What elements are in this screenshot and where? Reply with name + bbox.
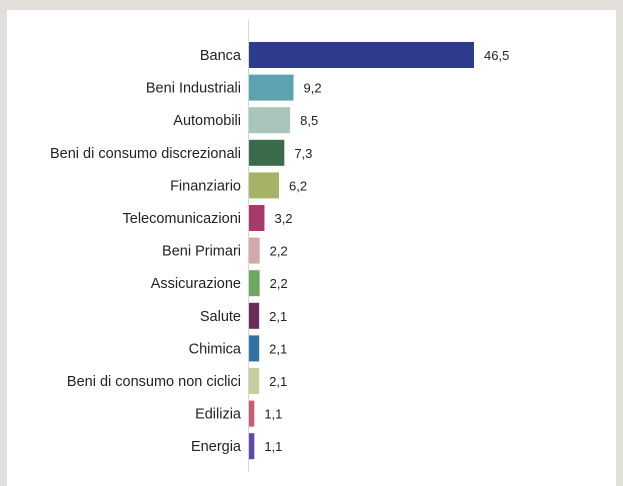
category-label-salute: Salute <box>200 309 241 325</box>
chart-panel <box>7 10 616 486</box>
category-label-banca: Banca <box>200 48 242 64</box>
value-label-finanziario: 6,2 <box>289 178 307 193</box>
category-label-beni-industriali: Beni Industriali <box>146 81 241 97</box>
bar-edilizia <box>249 400 255 427</box>
bar-beni-di-consumo-discrezionali <box>249 139 285 166</box>
bar-telecomunicazioni <box>249 205 265 231</box>
value-label-beni-di-consumo-non-ciclici: 2,1 <box>269 374 287 389</box>
bar-salute <box>249 302 260 329</box>
bar-beni-primari <box>249 237 260 264</box>
bar-beni-di-consumo-non-ciclici <box>249 368 260 394</box>
category-label-edilizia: Edilizia <box>195 407 242 423</box>
bar-chimica <box>249 335 260 362</box>
value-label-beni-primari: 2,2 <box>270 244 288 259</box>
value-label-energia: 1,1 <box>264 439 282 454</box>
category-label-beni-di-consumo-discrezionali: Beni di consumo discrezionali <box>50 146 241 162</box>
bar-finanziario <box>249 172 279 199</box>
bar-energia <box>249 433 255 460</box>
category-label-telecomunicazioni: Telecomunicazioni <box>123 211 241 227</box>
bar-beni-industriali <box>249 74 294 101</box>
category-label-beni-di-consumo-non-ciclici: Beni di consumo non ciclici <box>67 374 241 390</box>
value-label-salute: 2,1 <box>269 309 287 324</box>
category-label-energia: Energia <box>191 439 242 455</box>
value-label-edilizia: 1,1 <box>264 407 282 422</box>
bar-automobili <box>249 107 291 134</box>
category-label-automobili: Automobili <box>173 113 241 129</box>
value-label-beni-di-consumo-discrezionali: 7,3 <box>294 146 312 161</box>
value-label-chimica: 2,1 <box>269 341 287 356</box>
bar-banca <box>249 42 474 68</box>
value-label-telecomunicazioni: 3,2 <box>274 211 292 226</box>
value-label-assicurazione: 2,2 <box>270 276 288 291</box>
category-label-chimica: Chimica <box>189 341 242 357</box>
bars-group: Banca 46,5 Beni Industriali 9,2 Automobili 8,… <box>50 42 509 460</box>
category-label-assicurazione: Assicurazione <box>151 276 241 292</box>
category-label-beni-primari: Beni Primari <box>162 244 241 260</box>
category-label-finanziario: Finanziario <box>170 178 241 194</box>
bar-assicurazione <box>249 270 260 297</box>
value-label-banca: 46,5 <box>484 48 509 63</box>
value-label-automobili: 8,5 <box>300 113 318 128</box>
value-label-beni-industriali: 9,2 <box>304 81 322 96</box>
